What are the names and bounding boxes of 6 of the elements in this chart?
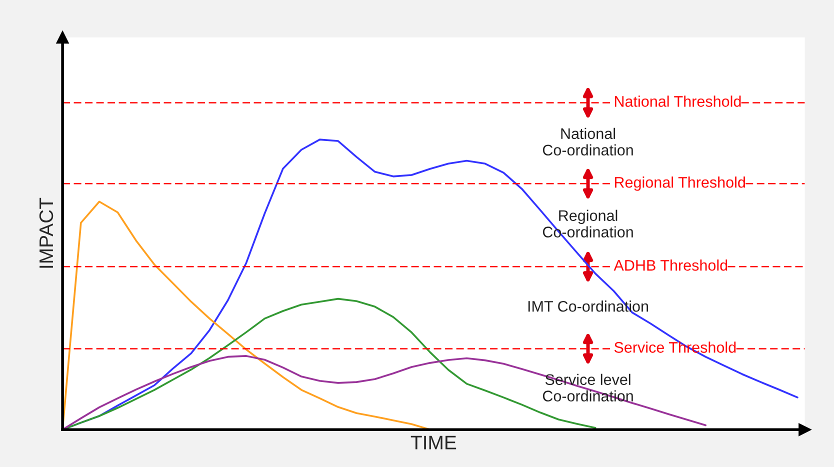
y-axis-title: IMPACT (39, 198, 54, 268)
annotation: National Co-ordination (542, 128, 633, 156)
ref-line-label: ADHB Threshold (614, 260, 728, 271)
ref-line-label: National Threshold (614, 96, 741, 107)
ref-line-label: Regional Threshold (614, 176, 745, 191)
x-axis-title: TIME (410, 436, 456, 450)
